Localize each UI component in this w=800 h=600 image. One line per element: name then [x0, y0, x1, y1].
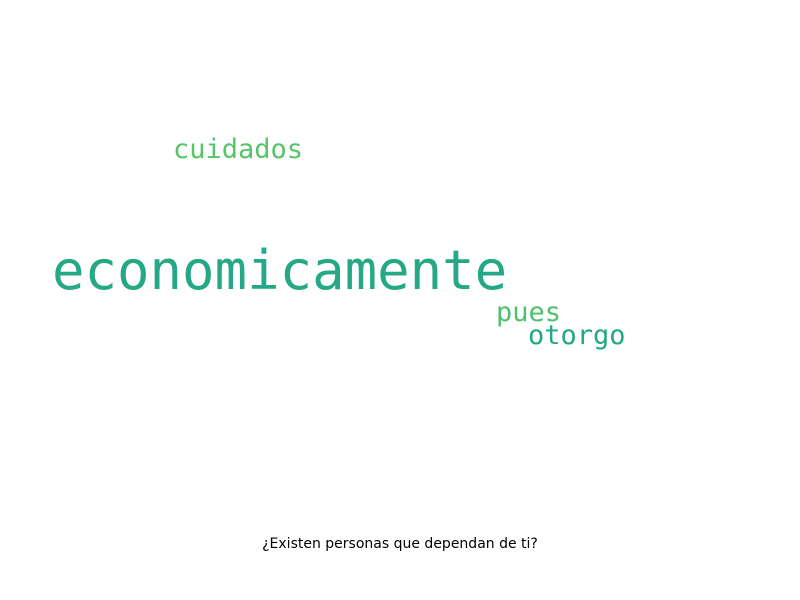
word-pues: pues [496, 297, 562, 328]
word-cuidados: cuidados [173, 134, 304, 165]
figure-caption: ¿Existen personas que dependan de ti? [262, 536, 538, 552]
word-otorgo: otorgo [528, 320, 626, 351]
word-economicamente: economicamente [52, 239, 508, 302]
